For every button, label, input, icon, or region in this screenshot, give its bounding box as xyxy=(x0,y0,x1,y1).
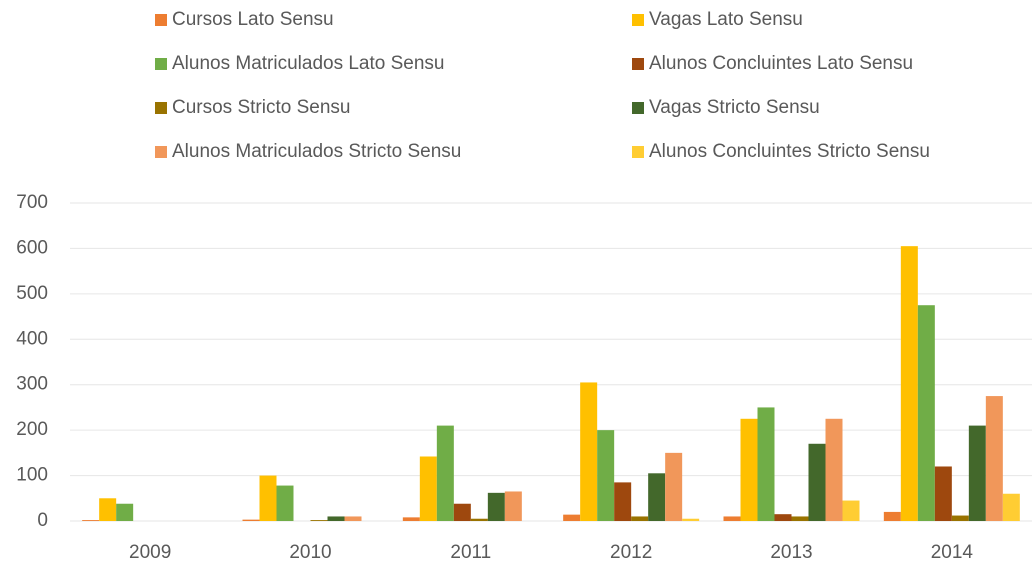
bar xyxy=(791,516,809,521)
x-tick-label: 2010 xyxy=(289,542,331,563)
legend-swatch xyxy=(155,102,167,114)
legend-label: Alunos Concluintes Lato Sensu xyxy=(649,53,913,74)
legend-label: Alunos Matriculados Lato Sensu xyxy=(172,53,445,74)
bar xyxy=(842,500,860,521)
legend-swatch xyxy=(632,14,644,26)
x-tick-label: 2013 xyxy=(770,542,812,563)
legend-label: Vagas Lato Sensu xyxy=(649,9,803,30)
y-tick-label: 200 xyxy=(16,419,48,440)
legend-label: Vagas Stricto Sensu xyxy=(649,97,820,118)
bar xyxy=(504,491,522,521)
bar xyxy=(82,520,100,521)
bar xyxy=(470,518,488,521)
bar xyxy=(597,430,615,521)
bar xyxy=(883,511,901,521)
y-tick-label: 500 xyxy=(16,283,48,304)
bar xyxy=(402,517,420,521)
bar xyxy=(825,418,843,521)
bar xyxy=(487,492,505,521)
bar xyxy=(242,519,260,521)
bar xyxy=(276,485,294,521)
legend-swatch xyxy=(155,58,167,70)
x-tick-label: 2011 xyxy=(450,542,491,563)
bar xyxy=(436,425,454,521)
bar xyxy=(419,456,437,521)
bar xyxy=(259,475,277,521)
legend-label: Alunos Concluintes Stricto Sensu xyxy=(649,141,930,162)
y-tick-label: 700 xyxy=(16,192,48,213)
bar xyxy=(614,482,632,521)
y-tick-label: 0 xyxy=(37,510,48,531)
bar xyxy=(344,516,362,521)
bar xyxy=(900,246,918,521)
bar xyxy=(917,305,935,521)
bar xyxy=(563,514,581,521)
y-tick-label: 100 xyxy=(16,465,48,486)
bar xyxy=(740,418,758,521)
legend-label: Cursos Lato Sensu xyxy=(172,9,334,30)
bar xyxy=(580,382,598,521)
bar xyxy=(648,473,666,521)
bar xyxy=(1002,493,1020,521)
x-tick-label: 2014 xyxy=(931,542,974,563)
x-tick-label: 2009 xyxy=(129,542,171,563)
legend-swatch xyxy=(632,58,644,70)
bar xyxy=(968,425,986,521)
y-tick-label: 300 xyxy=(16,374,48,395)
bar xyxy=(682,518,700,521)
bar xyxy=(310,520,328,521)
bar xyxy=(327,516,345,521)
bar xyxy=(757,407,775,521)
bar xyxy=(934,466,952,521)
bar xyxy=(453,503,471,521)
bar xyxy=(808,443,826,521)
legend-swatch xyxy=(632,102,644,114)
y-tick-label: 600 xyxy=(16,237,48,258)
legend-swatch xyxy=(155,14,167,26)
bar xyxy=(723,516,741,521)
bar xyxy=(631,516,649,521)
bar xyxy=(774,514,792,521)
legend-swatch xyxy=(632,146,644,158)
legend-swatch xyxy=(155,146,167,158)
x-tick-label: 2012 xyxy=(610,542,652,563)
bar xyxy=(665,452,683,521)
bar xyxy=(99,498,117,521)
bar xyxy=(951,515,969,521)
legend-label: Alunos Matriculados Stricto Sensu xyxy=(172,141,461,162)
bar xyxy=(985,396,1003,521)
bar xyxy=(116,503,134,521)
legend-label: Cursos Stricto Sensu xyxy=(172,97,350,118)
y-tick-label: 400 xyxy=(16,328,48,349)
